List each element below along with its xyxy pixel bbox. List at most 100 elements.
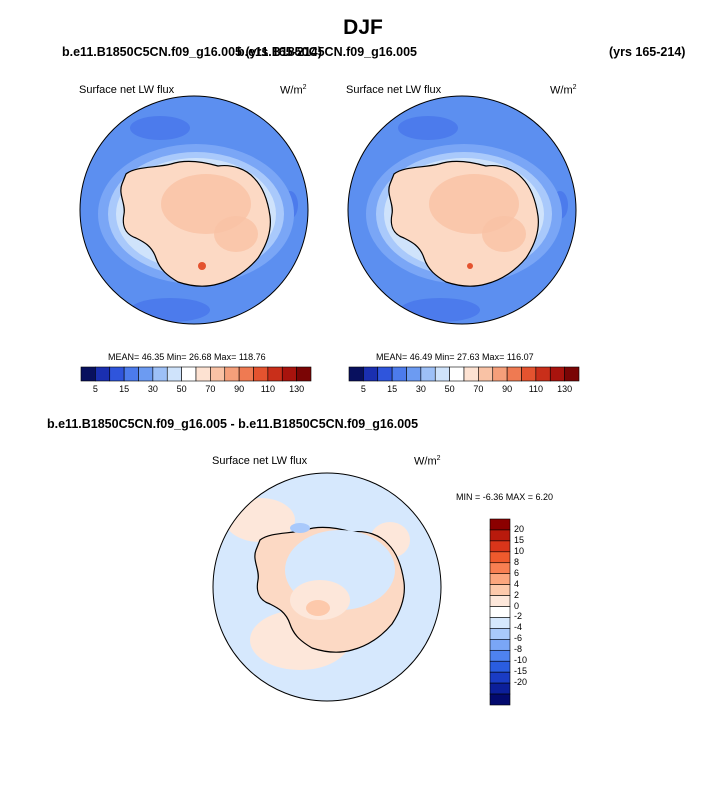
colorbar-2 bbox=[348, 366, 580, 382]
colorbar-swatch bbox=[267, 366, 283, 382]
colorbar-swatch bbox=[391, 366, 407, 382]
colorbar-tick-label: -10 bbox=[514, 655, 528, 666]
colorbar-swatch bbox=[449, 366, 465, 382]
colorbar-swatch bbox=[489, 693, 511, 706]
colorbar-swatch bbox=[420, 366, 436, 382]
units-label-2: W/m2 bbox=[550, 84, 577, 97]
colorbar-swatch bbox=[210, 366, 226, 382]
colorbar-swatch bbox=[95, 366, 111, 382]
colorbar-swatch bbox=[296, 366, 312, 382]
colorbar-swatch bbox=[463, 366, 479, 382]
colorbar-tick-label: 50 bbox=[444, 384, 455, 394]
colorbar-tick-label: -15 bbox=[514, 666, 528, 677]
colorbar-tick-label: 90 bbox=[234, 384, 245, 394]
colorbar-tick-label: -20 bbox=[514, 677, 528, 688]
colorbar-swatch bbox=[406, 366, 422, 382]
field-label-2: Surface net LW flux bbox=[346, 84, 442, 96]
colorbar-swatch bbox=[489, 562, 511, 575]
case-years-right: (yrs 165-214) bbox=[609, 45, 686, 59]
colorbar-swatch bbox=[521, 366, 537, 382]
colorbar-swatch bbox=[434, 366, 450, 382]
colorbar-tick-label: -2 bbox=[514, 611, 523, 622]
colorbar-tick-label: -6 bbox=[514, 633, 523, 644]
colorbar-swatch bbox=[489, 660, 511, 673]
field-label-1: Surface net LW flux bbox=[79, 84, 175, 96]
colorbar-swatch bbox=[195, 366, 211, 382]
colorbar-swatch bbox=[489, 584, 511, 596]
colorbar-tick-label: 70 bbox=[205, 384, 216, 394]
colorbar-tick-label: 130 bbox=[557, 384, 573, 394]
colorbar-swatch bbox=[489, 518, 511, 531]
colorbar-tick-label: 5 bbox=[360, 384, 366, 394]
colorbar-tick-label: 15 bbox=[387, 384, 398, 394]
map-field-2 bbox=[348, 96, 576, 324]
colorbar-swatch bbox=[489, 551, 511, 564]
colorbar-swatch bbox=[238, 366, 254, 382]
colorbar-swatch bbox=[489, 671, 511, 684]
colorbar-tick-label: 110 bbox=[260, 384, 276, 394]
units-label-3: W/m2 bbox=[414, 455, 441, 468]
colorbar-tick-label: 20 bbox=[514, 523, 525, 534]
colorbar-tick-label: 30 bbox=[415, 384, 426, 394]
case-label-left: b.e11.B1850C5CN.f09_g16.005 (yrs 165-214… bbox=[62, 45, 322, 59]
colorbar-swatch bbox=[535, 366, 551, 382]
colorbar-swatch bbox=[489, 682, 511, 695]
colorbar-tick-label: 10 bbox=[514, 545, 525, 556]
colorbar-tick-label: 2 bbox=[514, 589, 520, 600]
colorbar-swatch bbox=[489, 529, 511, 542]
colorbar-tick-label: -8 bbox=[514, 644, 523, 655]
colorbar-swatch bbox=[489, 606, 511, 618]
colorbar-swatch bbox=[489, 573, 511, 585]
colorbar-swatch bbox=[348, 366, 364, 382]
colorbar-swatch bbox=[489, 649, 511, 662]
colorbar-swatch bbox=[281, 366, 297, 382]
colorbar-swatch bbox=[506, 366, 522, 382]
colorbar-swatch bbox=[224, 366, 240, 382]
case-label-right: b.e11.B1850C5CN.f09_g16.005 bbox=[237, 45, 417, 59]
colorbar-tick-label: 70 bbox=[473, 384, 484, 394]
stats-3: MIN = -6.36 MAX = 6.20 bbox=[456, 492, 554, 502]
colorbar-swatch bbox=[363, 366, 379, 382]
colorbar-tick-label: 50 bbox=[176, 384, 187, 394]
colorbar-1 bbox=[80, 366, 312, 382]
colorbar-3 bbox=[489, 518, 511, 706]
page-title: DJF bbox=[343, 16, 383, 39]
units-label-1: W/m2 bbox=[280, 84, 307, 97]
colorbar-swatch bbox=[181, 366, 197, 382]
diff-case-label: b.e11.B1850C5CN.f09_g16.005 - b.e11.B185… bbox=[47, 417, 419, 431]
colorbar-swatch bbox=[549, 366, 565, 382]
colorbar-tick-label: 130 bbox=[289, 384, 305, 394]
colorbar-tick-label: 8 bbox=[514, 556, 520, 567]
colorbar-swatch bbox=[152, 366, 168, 382]
colorbar-swatch bbox=[253, 366, 269, 382]
colorbar-swatch bbox=[80, 366, 96, 382]
map-field-3 bbox=[213, 473, 441, 701]
colorbar-tick-label: 110 bbox=[528, 384, 544, 394]
colorbar-swatch bbox=[166, 366, 182, 382]
colorbar-swatch bbox=[489, 595, 511, 607]
colorbar-swatch bbox=[564, 366, 580, 382]
colorbar-swatch bbox=[109, 366, 125, 382]
colorbar-swatch bbox=[377, 366, 393, 382]
colorbar-tick-label: 5 bbox=[92, 384, 98, 394]
map-field-1 bbox=[80, 96, 308, 324]
stats-1: MEAN= 46.35 Min= 26.68 Max= 118.76 bbox=[108, 352, 266, 362]
colorbar-tick-label: 90 bbox=[502, 384, 513, 394]
colorbar-tick-label: 15 bbox=[119, 384, 130, 394]
stats-2: MEAN= 46.49 Min= 27.63 Max= 116.07 bbox=[376, 352, 534, 362]
colorbar-tick-label: 0 bbox=[514, 600, 520, 611]
colorbar-swatch bbox=[138, 366, 154, 382]
colorbar-swatch bbox=[123, 366, 139, 382]
colorbar-swatch bbox=[489, 617, 511, 629]
field-label-3: Surface net LW flux bbox=[212, 455, 308, 467]
colorbar-tick-label: 4 bbox=[514, 578, 520, 589]
colorbar-swatch bbox=[489, 540, 511, 553]
colorbar-tick-label: 15 bbox=[514, 534, 525, 545]
colorbar-tick-label: 30 bbox=[147, 384, 158, 394]
colorbar-swatch bbox=[489, 639, 511, 651]
colorbar-swatch bbox=[492, 366, 508, 382]
colorbar-tick-label: 6 bbox=[514, 567, 520, 578]
colorbar-swatch bbox=[478, 366, 494, 382]
